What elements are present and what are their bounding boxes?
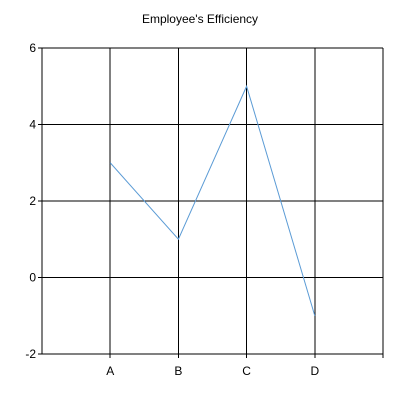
- series-line: [109, 84, 316, 316]
- y-tick-label: 0: [29, 271, 36, 285]
- chart-title: Employee's Efficiency: [142, 12, 258, 26]
- x-tick-label: D: [310, 364, 319, 378]
- x-tick-label: B: [174, 364, 182, 378]
- y-tick-label: 2: [29, 194, 36, 208]
- y-tick-label: 4: [29, 118, 36, 132]
- y-tick-label: -2: [25, 347, 36, 361]
- x-tick-label: C: [242, 364, 251, 378]
- plot-area: -2 0 2 4 6 A B C D: [25, 41, 384, 378]
- x-tick-label: A: [106, 364, 114, 378]
- y-tick-label: 6: [29, 41, 36, 55]
